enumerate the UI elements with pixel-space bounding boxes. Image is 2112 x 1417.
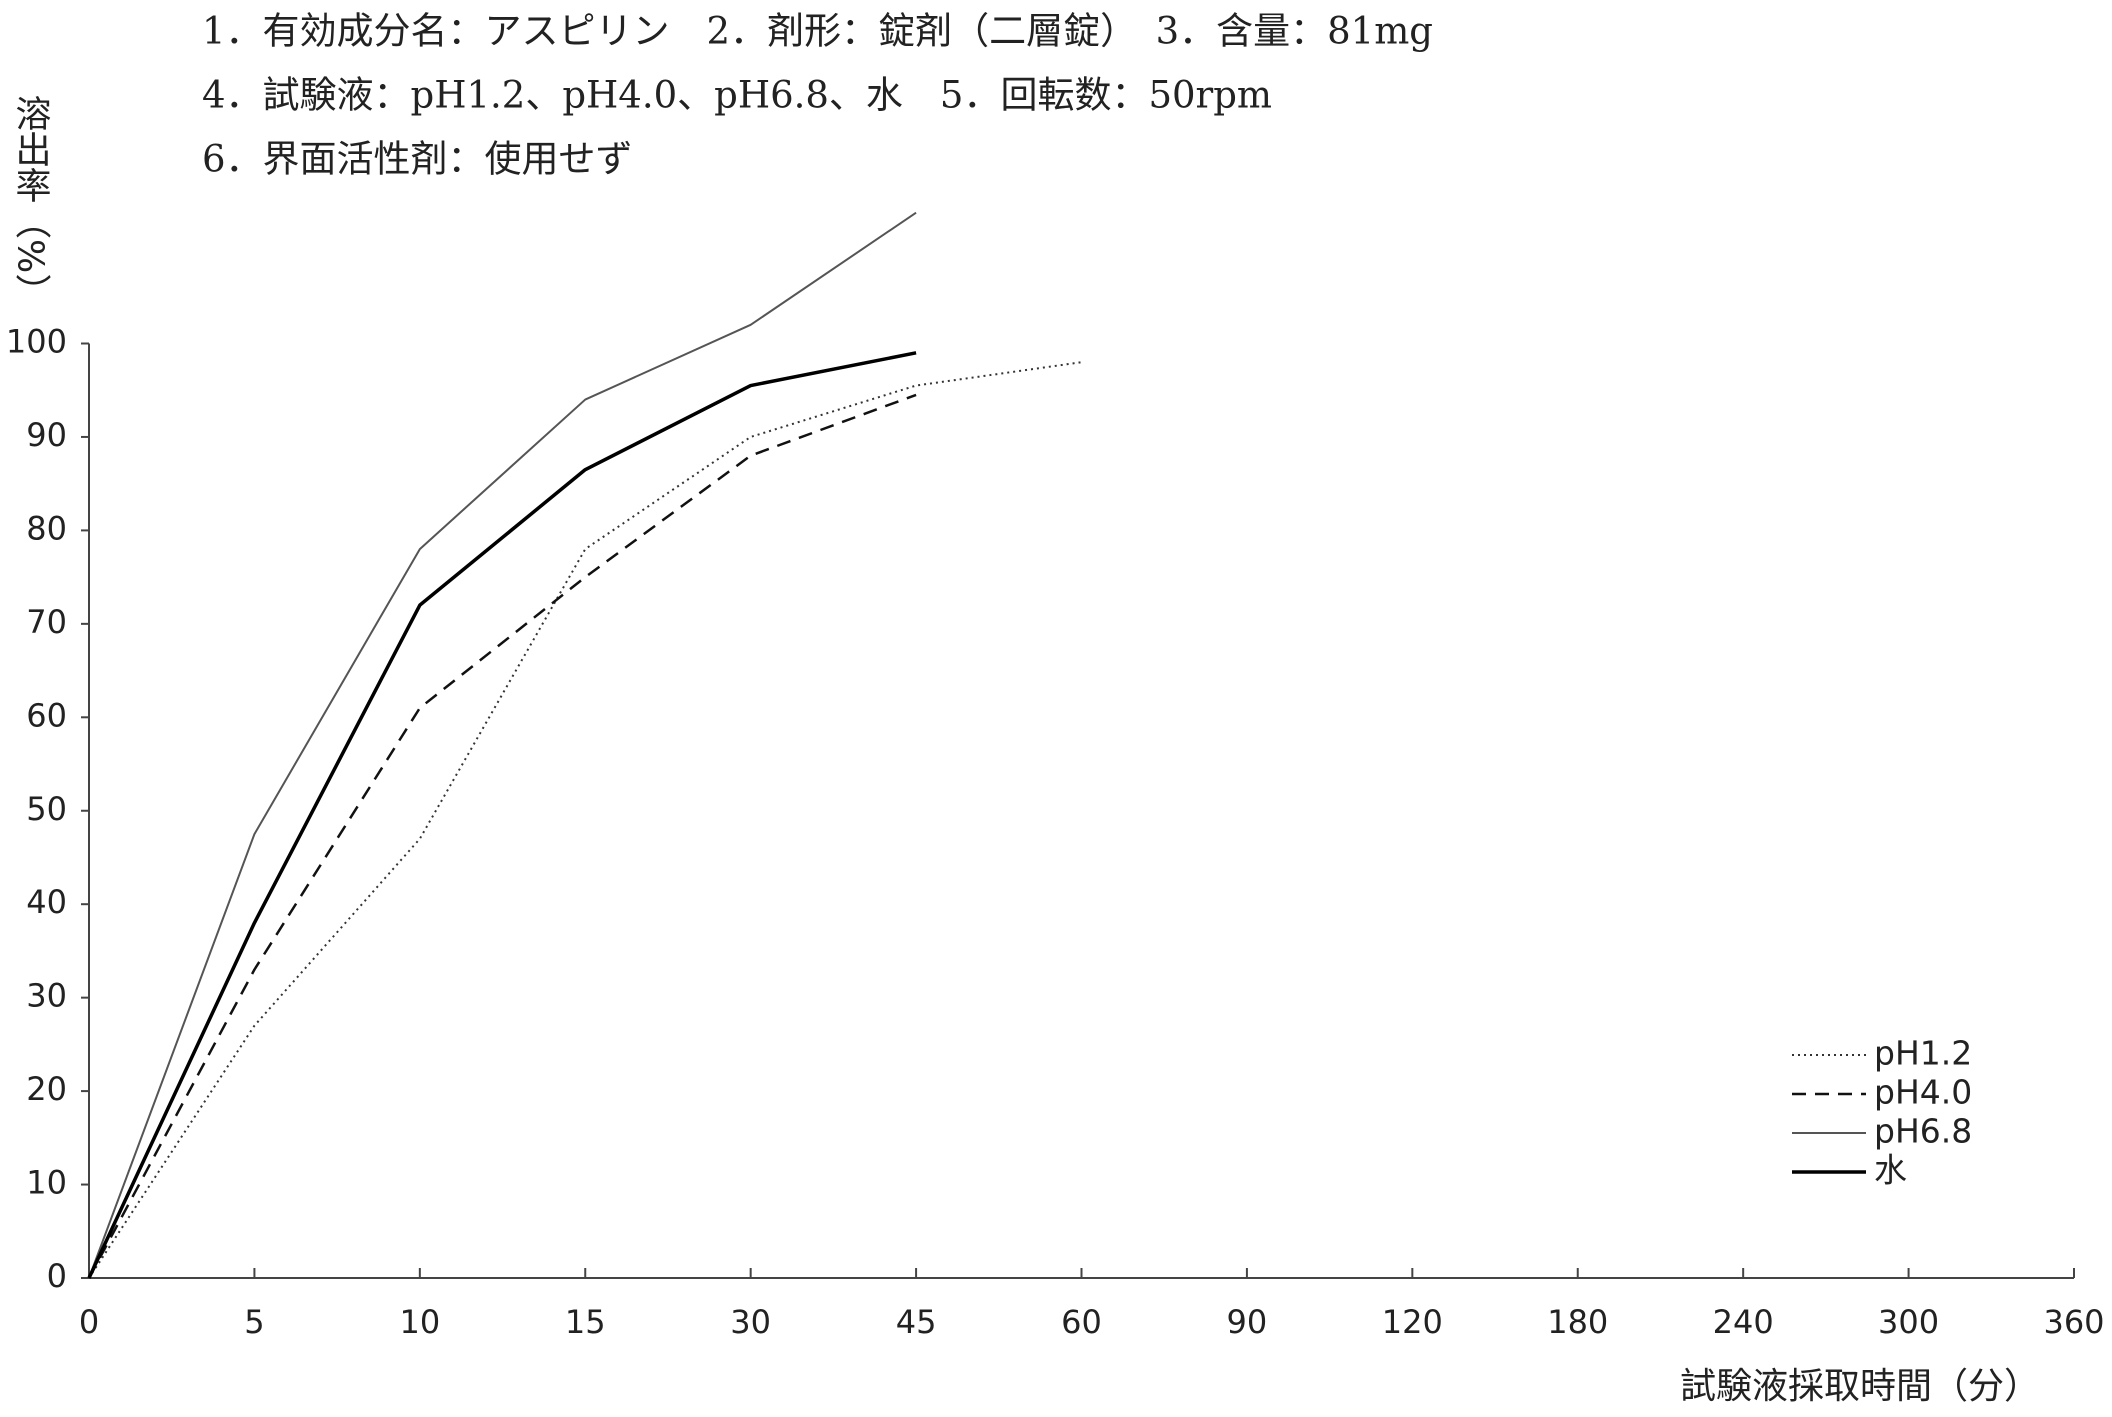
- legend-label: 水: [1874, 1151, 1907, 1190]
- x-tick-label: 300: [1878, 1303, 1939, 1341]
- y-tick-label: 20: [26, 1070, 67, 1108]
- series-line: [88, 361, 1082, 1279]
- y-tick-label: 10: [26, 1164, 67, 1202]
- x-tick-label: 360: [2043, 1303, 2104, 1341]
- series-line: [87, 393, 917, 1279]
- x-tick-label: 30: [730, 1303, 771, 1341]
- legend-label: pH6.8: [1874, 1112, 1972, 1151]
- y-tick-label: 80: [26, 509, 67, 547]
- y-tick-label: 60: [26, 696, 67, 734]
- legend-label: pH1.2: [1874, 1034, 1972, 1073]
- x-tick-label: 15: [565, 1303, 606, 1341]
- x-axis-label: 試験液採取時間（分）: [1680, 1366, 2040, 1407]
- header-line: 4．試験液：pH1.2、pH4.0、pH6.8、水 5．回転数：50rpm: [202, 74, 1272, 117]
- header-line: 1．有効成分名：アスピリン 2．剤形：錠剤（二層錠） 3．含量：81mg: [202, 10, 1433, 53]
- x-tick-label: 180: [1547, 1303, 1608, 1341]
- x-tick-label: 120: [1382, 1303, 1443, 1341]
- y-tick-label: 90: [26, 416, 67, 454]
- x-tick-label: 90: [1227, 1303, 1268, 1341]
- legend-label: pH4.0: [1874, 1073, 1972, 1112]
- y-tick-label: 50: [26, 790, 67, 828]
- y-tick-label: 100: [6, 323, 67, 361]
- series-line: [87, 351, 917, 1279]
- y-tick-label: 0: [47, 1257, 67, 1295]
- x-tick-label: 60: [1061, 1303, 1102, 1341]
- series-line: [88, 211, 917, 1279]
- x-tick-label: 10: [399, 1303, 440, 1341]
- header-line: 6．界面活性剤：使用せず: [202, 138, 633, 181]
- x-tick-label: 0: [79, 1303, 99, 1341]
- y-tick-label: 40: [26, 883, 67, 921]
- y-tick-label: 70: [26, 603, 67, 641]
- y-tick-label: 30: [26, 977, 67, 1015]
- y-axis-label: 溶出率（%）: [10, 95, 52, 310]
- x-tick-label: 45: [896, 1303, 937, 1341]
- x-tick-label: 240: [1713, 1303, 1774, 1341]
- x-tick-label: 5: [244, 1303, 264, 1341]
